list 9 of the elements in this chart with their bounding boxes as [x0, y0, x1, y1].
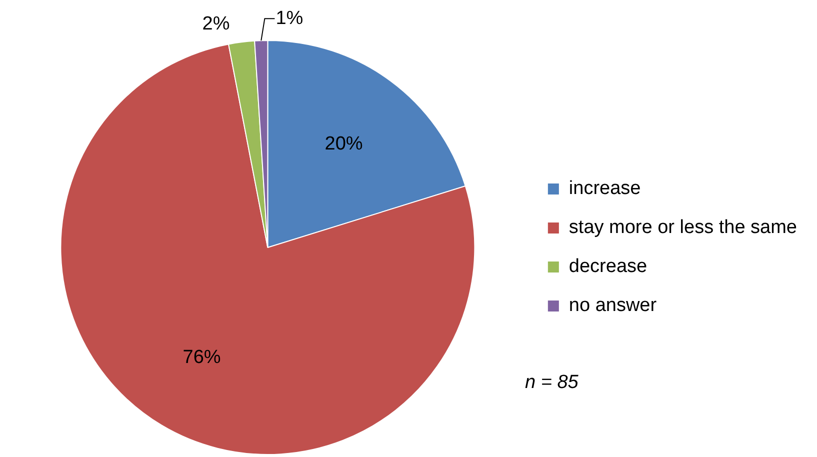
data-label: 1%	[276, 8, 304, 29]
text: n = 85	[525, 372, 578, 394]
legend-label: no answer	[568, 295, 658, 316]
legend-label: increase	[568, 178, 641, 200]
data-label: 76%	[182, 346, 221, 368]
data-label: 20%	[324, 133, 363, 154]
legend-label: stay more or less the same	[568, 217, 798, 238]
data-label: 2%	[202, 14, 230, 35]
legend-label: decrease	[568, 256, 648, 278]
